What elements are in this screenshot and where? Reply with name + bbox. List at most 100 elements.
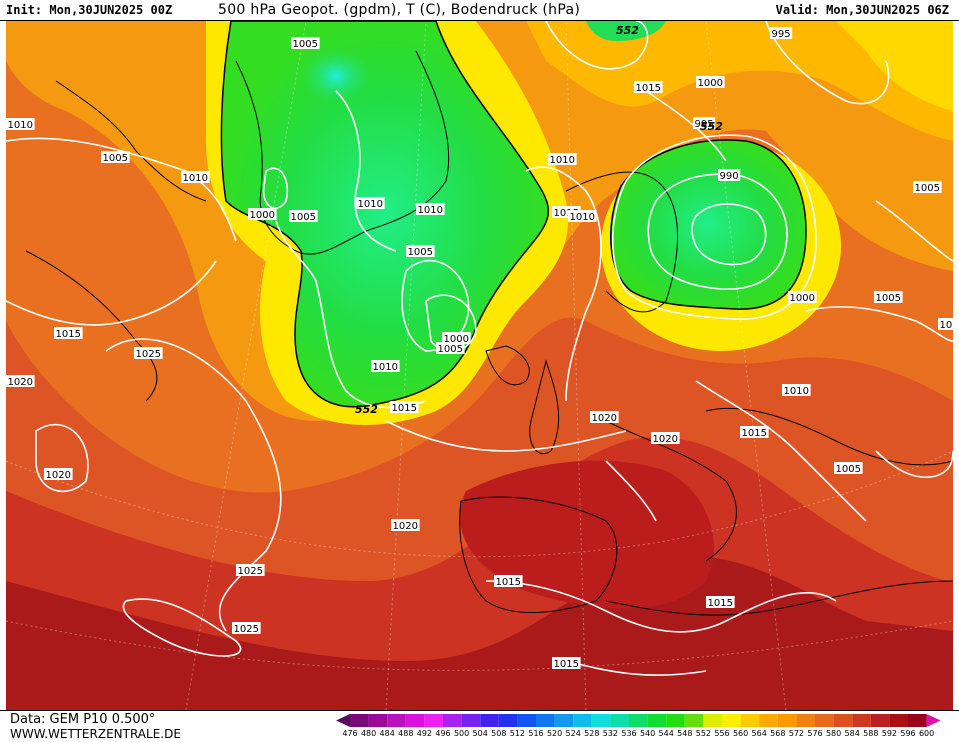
map-footer: Data: GEM P10 0.500° WWW.WETTERZENTRALE.…	[0, 710, 959, 742]
cold-core-cyan	[301, 48, 371, 104]
isobar-label: 1020	[592, 413, 617, 424]
isobar-label: 1005	[915, 183, 940, 194]
isobar-label-box	[651, 432, 680, 444]
isobar-label-box	[788, 291, 817, 303]
isobar-label-box	[782, 384, 811, 396]
isobar-label-box	[590, 411, 619, 423]
isobar-label: 1005	[408, 247, 433, 258]
isobar-label: 1020	[8, 377, 33, 388]
isobar-label: 1010	[183, 173, 208, 184]
isobar-label-box	[291, 37, 320, 49]
isobar-label-box	[236, 564, 265, 576]
legend-swatch	[387, 714, 406, 727]
small-green-north	[586, 21, 666, 41]
legend-value: 488	[398, 729, 414, 738]
isobar-label-box	[44, 468, 73, 480]
isobar-label-box	[6, 118, 35, 130]
color-legend: 476 480 484 488 492 496 500 504 508 512 516 520 524 5…	[336, 714, 956, 740]
legend-color-bar	[336, 714, 941, 727]
temp-band-amber	[526, 21, 953, 141]
legend-swatch	[368, 714, 388, 727]
isobar-label: 1015	[496, 577, 521, 588]
legend-value: 528	[584, 729, 600, 738]
isobar-label: 1000	[444, 334, 469, 345]
legend-value: 480	[360, 729, 377, 738]
isobar-label: 1010	[373, 362, 398, 373]
isobar-label: 1005	[293, 39, 318, 50]
isobar-label: 995	[772, 29, 791, 40]
legend-value: 600	[918, 729, 935, 738]
valid-time: Valid: Mon,30JUN2025 06Z	[775, 3, 949, 17]
isobar-label: 1015	[56, 329, 81, 340]
isobar-label: 1015	[708, 598, 733, 609]
legend-swatch	[852, 714, 871, 727]
isobar-label: 1005	[876, 293, 901, 304]
legend-swatch	[573, 714, 592, 727]
isobar-label: 1010	[550, 155, 575, 166]
isobar-label-box	[134, 347, 163, 359]
legend-swatch	[740, 714, 760, 727]
isobar-label: 1005	[103, 153, 128, 164]
isobar-label-box	[101, 151, 130, 163]
legend-swatch	[703, 714, 722, 727]
weather-map: 1005 1010 1005 1010 1000 1005 1010 1010 1015 1025…	[6, 21, 953, 710]
legend-swatch	[405, 714, 425, 727]
isobar-label: 1025	[238, 566, 263, 577]
legend-swatch	[498, 714, 518, 727]
isobar-label-box	[54, 327, 83, 339]
isobar-label: 1015	[636, 83, 661, 94]
legend-swatch	[722, 714, 741, 727]
isobar-label-box	[232, 622, 261, 634]
isobars	[6, 21, 953, 676]
isobar-label: 1005	[836, 464, 861, 475]
isobar-label: 1015	[554, 208, 579, 219]
isobar-label-box	[289, 210, 318, 222]
website-credit: WWW.WETTERZENTRALE.DE	[10, 727, 181, 741]
isobar-label-box	[552, 657, 581, 669]
isobar-label-box	[718, 169, 741, 181]
legend-value: 564	[751, 729, 767, 738]
legend-value: 596	[900, 729, 916, 738]
isobar-label-box	[371, 360, 400, 372]
isobar-label: 1025	[234, 624, 259, 635]
legend-value: 500	[453, 729, 470, 738]
isobar-label: 1020	[393, 521, 418, 532]
legend-swatch	[908, 714, 927, 727]
legend-value: 496	[435, 729, 451, 738]
legend-arrow-right	[926, 714, 941, 727]
legend-swatch	[443, 714, 462, 727]
coastlines	[25, 50, 953, 616]
legend-value: 588	[863, 729, 879, 738]
isobar-label: 1015	[554, 659, 579, 670]
isobar-label: 1005	[291, 212, 316, 223]
isobar-label: 995	[695, 119, 714, 130]
legend-swatch	[759, 714, 778, 727]
isobar-label-box	[442, 332, 471, 344]
legend-value: 572	[788, 729, 805, 738]
isobar-label: 1020	[46, 470, 71, 481]
isobar-label: 10	[940, 320, 953, 331]
isobar-label: 1010	[570, 212, 595, 223]
isobar-label: 1000	[250, 210, 275, 221]
geopotential-contour-label: 552	[355, 403, 378, 416]
legend-arrow-left	[336, 714, 350, 727]
legend-value: 540	[639, 729, 656, 738]
legend-value: 576	[807, 729, 823, 738]
graticule	[6, 21, 953, 710]
isobar-label: 1010	[358, 199, 383, 210]
legend-value: 504	[472, 729, 488, 738]
isobar-label: 1000	[698, 78, 723, 89]
isobar-label-box	[568, 210, 597, 222]
legend-swatch	[629, 714, 648, 727]
isobar-label-box	[494, 575, 523, 587]
temp-band-iberia-core	[459, 460, 714, 609]
isobar-label-box	[938, 318, 953, 330]
legend-swatch	[350, 714, 369, 727]
legend-swatch	[461, 714, 481, 727]
trough-552-contour	[220, 21, 550, 408]
isobar-label-box	[634, 81, 663, 93]
legend-value: 532	[602, 729, 619, 738]
isobar-label-box	[740, 426, 769, 438]
